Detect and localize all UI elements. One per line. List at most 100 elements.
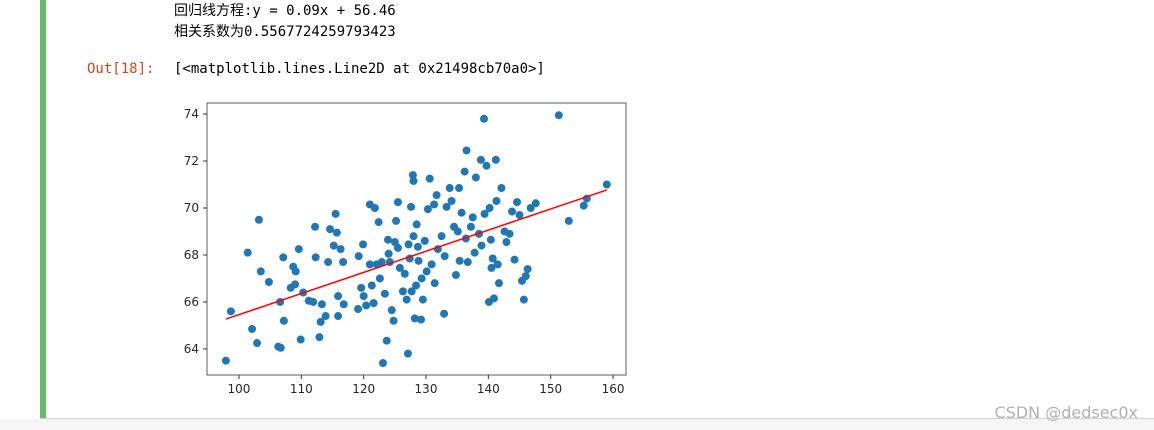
- regression-line: [225, 189, 608, 320]
- scatter-point: [471, 173, 480, 182]
- scatter-point: [354, 252, 363, 261]
- scatter-point: [392, 216, 401, 225]
- scatter-point: [408, 171, 417, 180]
- scatter-point: [412, 220, 421, 229]
- scatter-point: [468, 213, 477, 222]
- scatter-point: [332, 228, 341, 237]
- scatter-point: [462, 146, 471, 155]
- scatter-point: [453, 227, 462, 236]
- scatter-point: [390, 238, 399, 247]
- scatter-point: [510, 255, 519, 264]
- scatter-point: [420, 236, 429, 245]
- scatter-point: [389, 316, 398, 325]
- scatter-point: [291, 280, 300, 289]
- scatter-point: [564, 216, 573, 225]
- x-tick-label: 120: [352, 382, 375, 396]
- scatter-point: [395, 263, 404, 272]
- scatter-point: [427, 260, 436, 269]
- scatter-point: [457, 208, 466, 217]
- x-tick-label: 100: [228, 382, 251, 396]
- scatter-point: [264, 277, 273, 286]
- scatter-point: [296, 335, 305, 344]
- scatter-point: [382, 336, 391, 345]
- out-text: [<matplotlib.lines.Line2D at 0x21498cb70…: [174, 61, 545, 77]
- scatter-point: [383, 235, 392, 244]
- scatter-point: [451, 270, 460, 279]
- scatter-point: [414, 256, 423, 265]
- scatter-point: [477, 241, 486, 250]
- scatter-point: [460, 167, 469, 176]
- stdout-line: 相关系数为0.5567724259793423: [174, 24, 396, 40]
- scatter-point: [515, 211, 524, 220]
- y-tick-label: 68: [184, 248, 199, 262]
- scatter-point: [440, 309, 449, 318]
- scatter-point: [403, 349, 412, 358]
- scatter-point: [425, 174, 434, 183]
- scatter-point: [470, 248, 479, 257]
- scatter-point: [440, 252, 449, 261]
- scatter-point: [387, 306, 396, 315]
- scatter-point: [367, 281, 376, 290]
- stdout-line: 回归线方程:y = 0.09x + 56.46: [174, 2, 396, 19]
- scatter-point: [502, 238, 511, 247]
- scatter-point: [521, 272, 530, 281]
- scatter-point: [380, 289, 389, 298]
- scatter-point: [357, 283, 366, 292]
- scatter-point: [404, 240, 413, 249]
- scatter-point: [430, 279, 439, 288]
- scatter-point: [437, 232, 446, 241]
- scatter-point: [393, 198, 402, 207]
- scatter-point: [374, 218, 383, 227]
- x-tick-label: 130: [415, 382, 438, 396]
- scatter-point: [447, 196, 456, 205]
- x-tick-label: 160: [602, 382, 625, 396]
- y-tick-label: 66: [184, 295, 199, 309]
- scatter-point: [413, 242, 422, 251]
- scatter-point: [409, 176, 418, 185]
- next-cell: [0, 419, 1154, 430]
- scatter-point: [479, 114, 488, 123]
- scatter-point: [488, 254, 497, 263]
- scatter-point: [334, 312, 343, 321]
- cell-selection-bar: [40, 0, 46, 418]
- y-tick-label: 74: [184, 107, 199, 121]
- scatter-point: [476, 155, 485, 164]
- scatter-point: [480, 209, 489, 218]
- scatter-point: [384, 249, 393, 258]
- scatter-point: [531, 199, 540, 208]
- scatter-point: [494, 279, 503, 288]
- scatter-point: [418, 295, 427, 304]
- y-tick-label: 70: [184, 201, 199, 215]
- scatter-point: [248, 324, 257, 333]
- axes-frame: [206, 102, 627, 376]
- watermark: CSDN @dedsec0x: [995, 403, 1138, 422]
- scatter-point: [463, 258, 472, 267]
- scatter-point: [331, 209, 340, 218]
- scatter-point: [254, 215, 263, 224]
- scatter-point: [375, 274, 384, 283]
- scatter-point: [369, 299, 378, 308]
- scatter-point: [442, 202, 451, 211]
- scatter-point: [311, 253, 320, 262]
- scatter-point: [326, 225, 335, 234]
- scatter-point: [402, 295, 411, 304]
- scatter-point: [526, 203, 535, 212]
- scatter-point: [243, 248, 252, 257]
- scatter-point: [317, 300, 326, 309]
- scatter-point: [455, 256, 464, 265]
- scatter-point: [294, 245, 303, 254]
- scatter-point: [492, 196, 501, 205]
- scatter-point: [279, 253, 288, 262]
- scatter-point: [482, 161, 491, 170]
- scatter-point: [417, 274, 426, 283]
- scatter-point: [432, 191, 441, 200]
- scatter-point: [508, 207, 517, 216]
- scatter-point: [336, 245, 345, 254]
- scatter-point: [311, 222, 320, 231]
- scatter-point: [489, 294, 498, 303]
- scatter-point: [505, 229, 514, 238]
- scatter-point: [602, 180, 611, 189]
- x-tick-label: 150: [539, 382, 562, 396]
- scatter-point: [226, 307, 235, 316]
